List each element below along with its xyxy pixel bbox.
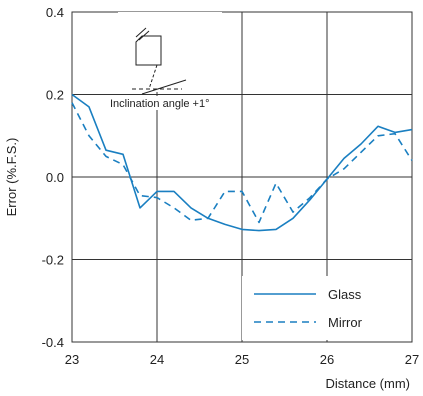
inclination-annotation: Inclination angle +1° <box>110 98 210 110</box>
legend: Glass Mirror <box>242 276 410 340</box>
x-tick-label: 27 <box>405 352 419 367</box>
legend-mirror-label: Mirror <box>328 315 363 330</box>
data-series <box>71 93 413 232</box>
x-tick-label: 25 <box>235 352 249 367</box>
y-tick-label: -0.2 <box>42 253 64 268</box>
y-tick-label: 0.2 <box>46 88 64 103</box>
y-axis-ticks: 0.4 0.2 0.0 -0.2 -0.4 <box>42 5 77 350</box>
x-axis-label: Distance (mm) <box>325 376 410 391</box>
legend-glass-label: Glass <box>328 287 362 302</box>
series-line-glass <box>71 93 413 232</box>
y-axis-label: Error (%.F.S.) <box>4 138 19 217</box>
x-axis-ticks: 23 24 25 26 27 <box>65 337 419 367</box>
x-tick-label: 24 <box>150 352 164 367</box>
x-tick-label: 26 <box>320 352 334 367</box>
inclination-diagram-icon <box>118 12 222 95</box>
y-tick-label: -0.4 <box>42 335 64 350</box>
x-tick-label: 23 <box>65 352 79 367</box>
y-tick-label: 0.4 <box>46 5 64 20</box>
y-tick-label: 0.0 <box>46 170 64 185</box>
series-line-mirror <box>71 102 413 224</box>
